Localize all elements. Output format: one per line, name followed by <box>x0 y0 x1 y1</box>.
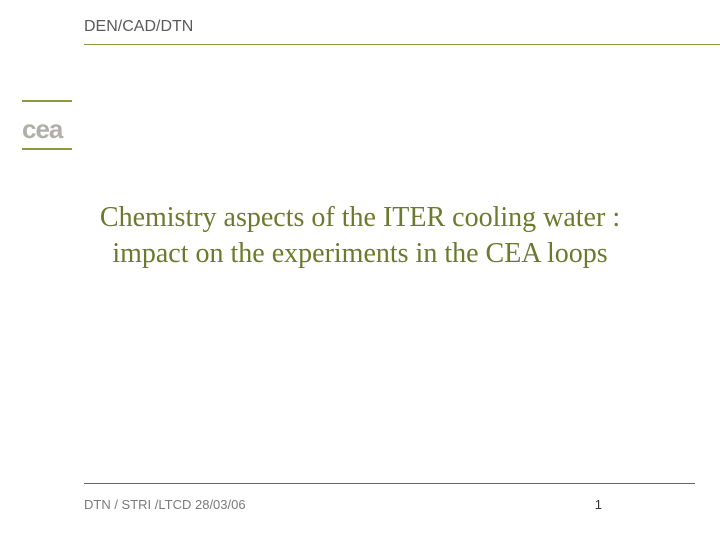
header-divider <box>84 44 720 45</box>
footer-info: DTN / STRI /LTCD 28/03/06 <box>84 497 246 512</box>
footer-divider <box>84 483 695 484</box>
logo-rule-top <box>22 100 72 102</box>
header-breadcrumb: DEN/CAD/DTN <box>84 18 193 36</box>
cea-logo: cea <box>22 114 62 145</box>
slide-title: Chemistry aspects of the ITER cooling wa… <box>80 200 640 273</box>
logo-rule-bottom <box>22 148 72 150</box>
page-number: 1 <box>595 497 602 512</box>
